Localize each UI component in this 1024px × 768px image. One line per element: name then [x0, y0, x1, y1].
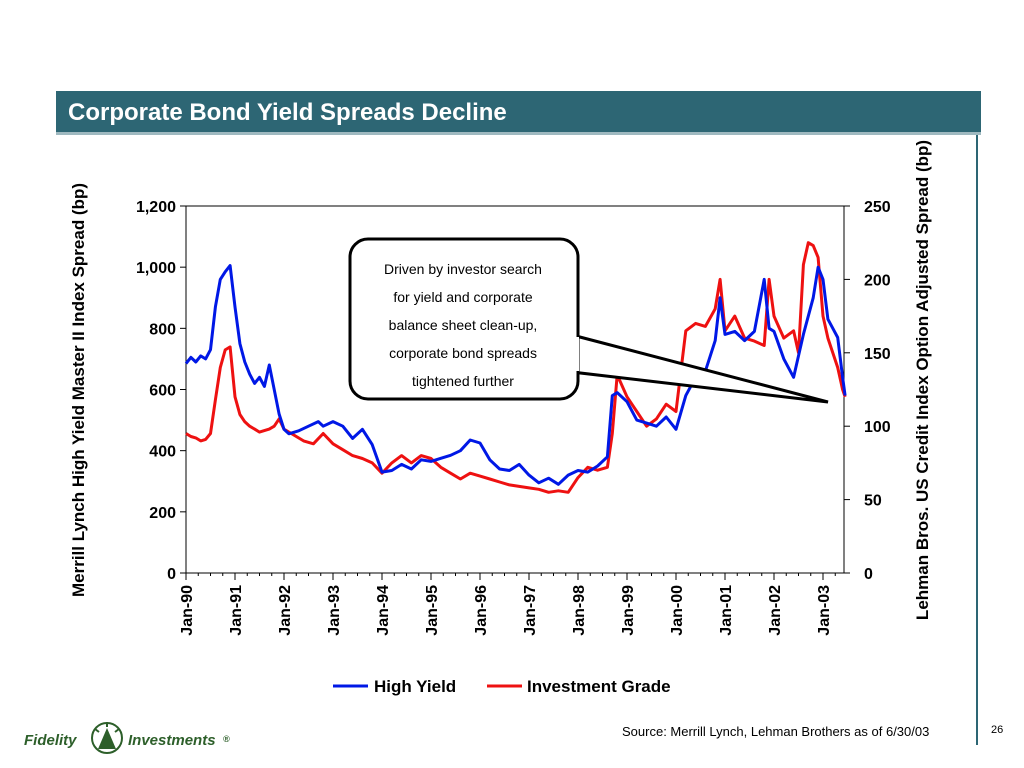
x-tick-label: Jan-92 [277, 585, 294, 636]
left-tick-label: 600 [149, 383, 176, 400]
series-layer [184, 241, 847, 494]
x-tick-label: Jan-90 [179, 585, 196, 636]
x-tick-label: Jan-02 [767, 585, 784, 636]
high-yield-line [184, 264, 847, 486]
x-tick-label: Jan-03 [816, 585, 833, 636]
x-axis: Jan-90 Jan-91 Jan-92 Jan-93 Jan-94 Jan-95 Jan-… [179, 573, 836, 636]
left-tick-label: 0 [167, 566, 176, 583]
page-number: 26 [991, 724, 1004, 736]
callout-line-2: for yield and corporate [393, 289, 533, 305]
right-tick-label: 50 [864, 493, 882, 510]
logo-word-right: Investments [128, 732, 216, 749]
right-tick-label: 250 [864, 199, 891, 216]
fidelity-logo: Fidelity Investments ® [24, 718, 234, 758]
right-divider [976, 135, 978, 745]
left-tick-label: 200 [149, 505, 176, 522]
x-tick-label: Jan-00 [669, 585, 686, 636]
left-axis: 0 200 400 600 800 1,000 1,200 [136, 199, 186, 583]
x-tick-label: Jan-93 [326, 585, 343, 636]
x-tick-label: Jan-97 [522, 585, 539, 636]
callout-line-4: corporate bond spreads [389, 345, 537, 361]
x-tick-label: Jan-98 [571, 585, 588, 636]
callout-line-1: Driven by investor search [384, 261, 542, 277]
x-tick-label: Jan-01 [718, 585, 735, 636]
logo-registered: ® [223, 734, 230, 744]
x-tick-label: Jan-99 [620, 585, 637, 636]
right-tick-label: 100 [864, 419, 891, 436]
legend-label-investment-grade: Investment Grade [527, 677, 671, 696]
right-axis-title: Lehman Bros. US Credit Index Option Adju… [913, 140, 932, 620]
right-tick-label: 0 [864, 566, 873, 583]
callout-line-5: tightened further [412, 373, 514, 389]
left-tick-label: 400 [149, 444, 176, 461]
left-tick-label: 1,200 [136, 199, 176, 216]
logo-word-left: Fidelity [24, 732, 77, 749]
left-tick-label: 800 [149, 321, 176, 338]
x-tick-label: Jan-94 [375, 585, 392, 636]
title-bar: Corporate Bond Yield Spreads Decline [56, 91, 981, 135]
pyramid-logo-icon [91, 722, 123, 754]
slide-title: Corporate Bond Yield Spreads Decline [68, 99, 507, 126]
right-tick-label: 150 [864, 346, 891, 363]
right-axis: 0 50 100 150 200 250 [844, 199, 891, 583]
x-tick-label: Jan-96 [473, 585, 490, 636]
callout-line-3: balance sheet clean-up, [389, 317, 538, 333]
x-tick-label: Jan-95 [424, 585, 441, 636]
left-axis-title: Merrill Lynch High Yield Master II Index… [69, 183, 88, 597]
left-tick-label: 1,000 [136, 260, 176, 277]
x-tick-label: Jan-91 [228, 585, 245, 636]
callout: Driven by investor search for yield and … [348, 237, 829, 404]
callout-box [348, 237, 580, 401]
legend: High Yield Investment Grade [333, 677, 671, 696]
legend-label-high-yield: High Yield [374, 677, 456, 696]
source-note: Source: Merrill Lynch, Lehman Brothers a… [622, 724, 930, 739]
right-tick-label: 200 [864, 272, 891, 289]
